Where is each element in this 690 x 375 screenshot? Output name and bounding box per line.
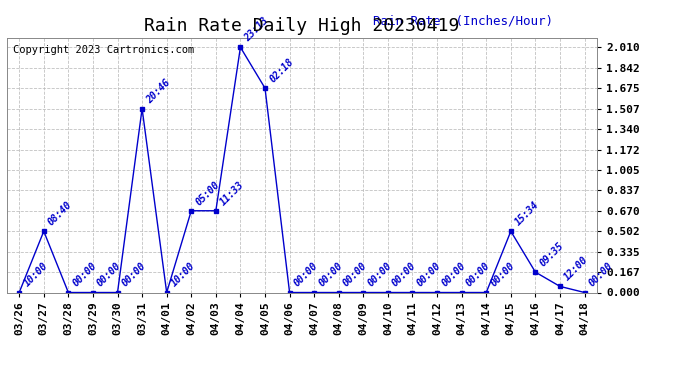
Text: 00:00: 00:00 <box>317 261 344 289</box>
Text: 00:00: 00:00 <box>391 261 418 289</box>
Text: 02:18: 02:18 <box>268 57 295 84</box>
Text: 00:00: 00:00 <box>440 261 467 289</box>
Text: 09:35: 09:35 <box>538 241 566 268</box>
Text: 11:33: 11:33 <box>218 179 246 207</box>
Text: 08:40: 08:40 <box>46 200 74 228</box>
Text: 00:00: 00:00 <box>587 261 615 289</box>
Text: 00:00: 00:00 <box>415 261 443 289</box>
Text: 00:00: 00:00 <box>120 261 148 289</box>
Text: Rain Rate  (Inches/Hour): Rain Rate (Inches/Hour) <box>373 14 553 27</box>
Text: 20:46: 20:46 <box>145 77 172 105</box>
Text: 12:00: 12:00 <box>562 255 590 283</box>
Text: 15:34: 15:34 <box>513 200 541 228</box>
Text: 23:13: 23:13 <box>243 16 270 44</box>
Text: 00:00: 00:00 <box>292 261 320 289</box>
Text: 00:00: 00:00 <box>464 261 492 289</box>
Text: Copyright 2023 Cartronics.com: Copyright 2023 Cartronics.com <box>13 45 194 55</box>
Text: 05:00: 05:00 <box>194 179 221 207</box>
Text: 00:00: 00:00 <box>366 261 393 289</box>
Text: 10:00: 10:00 <box>169 261 197 289</box>
Text: 10:00: 10:00 <box>21 261 50 289</box>
Text: 00:00: 00:00 <box>341 261 369 289</box>
Title: Rain Rate Daily High 20230419: Rain Rate Daily High 20230419 <box>144 16 460 34</box>
Text: 00:00: 00:00 <box>71 261 99 289</box>
Text: 00:00: 00:00 <box>489 261 517 289</box>
Text: 00:00: 00:00 <box>95 261 124 289</box>
